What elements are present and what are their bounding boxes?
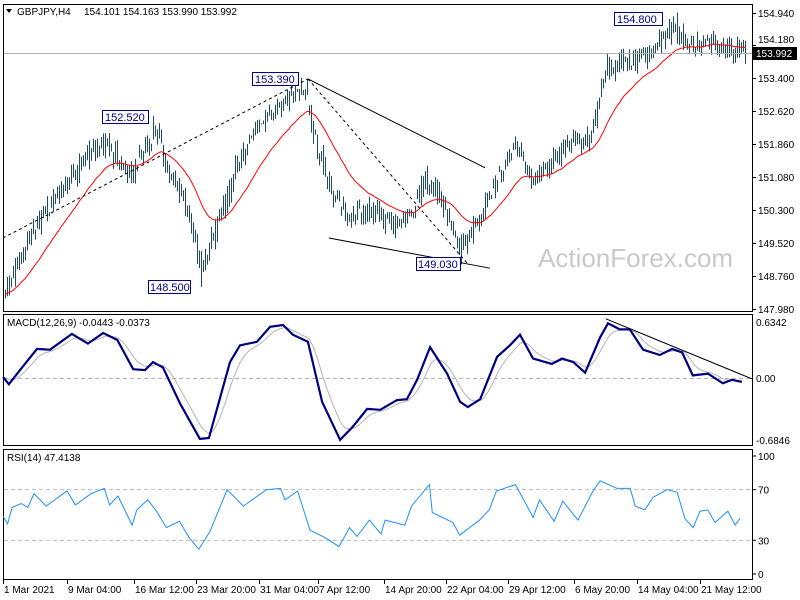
collapse-triangle-icon[interactable] [6, 9, 12, 13]
axes: 154.940 154.180 153.400 152.620 151.860 151.0… [3, 9, 795, 596]
time-axis-label: 1 Mar 2021 [4, 585, 55, 596]
macd-panel [3, 314, 753, 446]
trendline [328, 237, 491, 269]
rsi-label: RSI(14) 47.4138 [7, 453, 81, 464]
annotation-153390: 153.390 [252, 72, 299, 86]
price-annotations: 152.520 148.500 153.390 149.030 154.800 [102, 12, 663, 294]
price-axis-label: 147.980 [758, 305, 795, 316]
svg-text:152.520: 152.520 [105, 112, 145, 124]
svg-text:153.992: 153.992 [756, 49, 793, 60]
time-axis-label: 14 Apr 20:00 [385, 585, 442, 596]
time-axis-label: 23 Mar 20:00 [197, 585, 256, 596]
macd-trendlines [605, 318, 753, 380]
price-bars [5, 12, 746, 299]
time-axis-label: 16 Mar 12:00 [135, 585, 194, 596]
price-axis-label: 154.940 [758, 9, 795, 20]
rsi-line [2, 480, 741, 551]
annotation-152520: 152.520 [102, 110, 149, 124]
time-axis-label: 29 Apr 12:00 [509, 585, 566, 596]
time-axis-label: 21 May 12:00 [701, 585, 762, 596]
time-axis-label: 9 Mar 04:00 [68, 585, 122, 596]
annotation-149030: 149.030 [416, 257, 461, 271]
price-axis-label: 152.620 [758, 107, 795, 118]
price-axis-label: 151.860 [758, 140, 795, 151]
symbol-label: GBPJPY,H4 [17, 7, 71, 18]
macd-signal-line [3, 327, 743, 434]
price-panel [3, 4, 753, 312]
svg-text:153.390: 153.390 [255, 74, 295, 86]
macd-axis-label: 0.6342 [756, 318, 787, 329]
price-axis-label: 154.180 [758, 35, 795, 46]
rsi-axis-label: 0 [758, 570, 764, 581]
macd-label: MACD(12,26,9) -0.0443 -0.0373 [7, 318, 150, 329]
ohlc-values: 154.101 154.163 153.990 153.992 [84, 7, 237, 18]
price-axis-label: 148.760 [758, 272, 795, 283]
price-axis-label: 153.400 [758, 74, 795, 85]
current-price-tag: 153.992 [753, 47, 797, 60]
price-trendlines [2, 78, 491, 269]
time-axis-label: 14 May 04:00 [638, 585, 699, 596]
price-axis-label: 150.300 [758, 206, 795, 217]
rsi-axis-label: 100 [758, 452, 775, 463]
time-axis-label: 7 Apr 12:00 [319, 585, 371, 596]
macd-axis-label: -0.6846 [756, 436, 790, 447]
price-axis-label: 151.080 [758, 173, 795, 184]
macd-axis-label: 0.00 [756, 374, 776, 385]
macd-main-line [2, 321, 743, 442]
annotation-154800: 154.800 [614, 12, 663, 26]
time-axis-label: 22 Apr 04:00 [447, 585, 504, 596]
svg-text:154.800: 154.800 [617, 14, 657, 26]
trendline [307, 78, 469, 265]
rsi-axis-label: 70 [758, 486, 770, 497]
rsi-panel [3, 449, 753, 580]
time-axis-label: 31 Mar 04:00 [260, 585, 319, 596]
watermark: ActionForex.com [538, 243, 733, 273]
rsi-axis-label: 30 [758, 536, 770, 547]
time-axis-label: 6 May 20:00 [575, 585, 630, 596]
annotation-148500: 148.500 [148, 280, 191, 294]
svg-text:149.030: 149.030 [418, 259, 458, 271]
macd-trendline [605, 318, 753, 380]
price-axis-label: 149.520 [758, 239, 795, 250]
moving-average-line [4, 43, 745, 295]
trendline [307, 78, 486, 169]
svg-text:148.500: 148.500 [150, 282, 190, 294]
